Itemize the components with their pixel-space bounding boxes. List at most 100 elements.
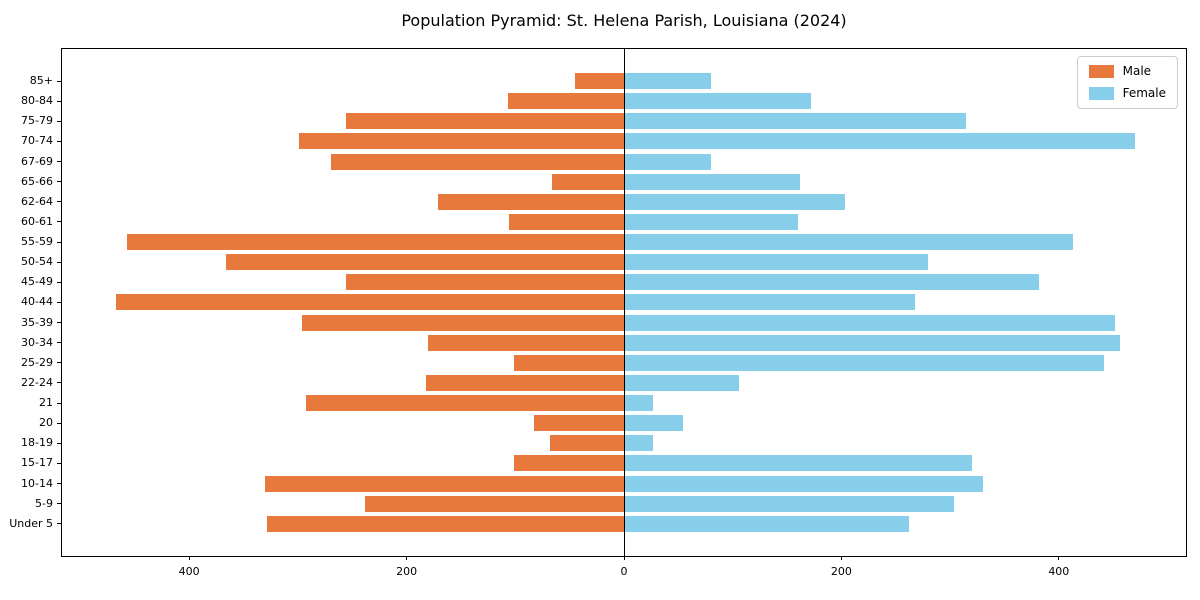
female-half	[624, 313, 1186, 333]
age-label: 30-34	[21, 335, 53, 349]
male-half	[62, 413, 624, 433]
female-bar	[624, 193, 845, 210]
male-bar	[508, 213, 624, 230]
female-bar	[624, 435, 654, 452]
female-bar	[624, 294, 916, 311]
y-tick-mark	[57, 261, 61, 263]
age-row: 60-61	[21, 212, 1186, 232]
legend: Male Female	[1076, 56, 1178, 109]
female-bar	[624, 374, 740, 391]
y-tick-mark	[57, 402, 61, 404]
female-bar	[624, 314, 1116, 331]
x-tick-mark	[188, 556, 190, 560]
female-half	[624, 111, 1186, 131]
female-bar	[624, 234, 1073, 251]
legend-label-male: Male	[1122, 64, 1152, 78]
female-bar	[624, 395, 654, 412]
male-half	[62, 131, 624, 151]
male-half	[62, 71, 624, 91]
legend-swatch-female-icon	[1088, 87, 1114, 100]
male-bar	[305, 395, 624, 412]
y-tick-mark	[57, 281, 61, 283]
x-tick-label: 200	[830, 565, 852, 578]
chart-title: Population Pyramid: St. Helena Parish, L…	[401, 11, 847, 30]
male-half	[62, 313, 624, 333]
female-bar	[624, 455, 972, 472]
age-label: 80-84	[21, 94, 53, 108]
age-row: 30-34	[21, 333, 1186, 353]
y-tick-mark	[57, 503, 61, 505]
female-half	[624, 131, 1186, 151]
female-half	[624, 91, 1186, 111]
female-half	[624, 252, 1186, 272]
female-bar	[624, 173, 801, 190]
legend-item-male: Male	[1088, 64, 1166, 78]
age-label: 25-29	[21, 355, 53, 369]
x-tick-mark	[623, 556, 625, 560]
age-row: 85+	[30, 71, 1186, 91]
male-half	[62, 494, 624, 514]
male-half	[62, 272, 624, 292]
female-half	[624, 373, 1186, 393]
age-row: 25-29	[21, 353, 1186, 373]
female-bar	[624, 515, 909, 532]
age-label: 35-39	[21, 315, 53, 329]
age-row: 40-44	[21, 292, 1186, 312]
y-tick-mark	[57, 483, 61, 485]
y-tick-mark	[57, 462, 61, 464]
y-tick-mark	[57, 120, 61, 122]
female-half	[624, 353, 1186, 373]
male-half	[62, 353, 624, 373]
age-label: 10-14	[21, 476, 53, 490]
male-bar	[127, 234, 624, 251]
y-tick-mark	[57, 221, 61, 223]
male-half	[62, 232, 624, 252]
age-label: 18-19	[21, 436, 53, 450]
female-half	[624, 192, 1186, 212]
age-row: 80-84	[21, 91, 1186, 111]
female-bar	[624, 213, 798, 230]
age-label: 55-59	[21, 235, 53, 249]
male-bar	[116, 294, 624, 311]
male-bar	[550, 435, 624, 452]
x-tick-mark	[406, 556, 408, 560]
y-tick-mark	[57, 100, 61, 102]
y-tick-mark	[57, 422, 61, 424]
female-half	[624, 453, 1186, 473]
male-bar	[345, 274, 624, 291]
age-label: 60-61	[21, 214, 53, 228]
male-bar	[514, 455, 624, 472]
female-half	[624, 172, 1186, 192]
age-label: 75-79	[21, 114, 53, 128]
x-tick-mark	[840, 556, 842, 560]
y-tick-mark	[57, 382, 61, 384]
age-row: 75-79	[21, 111, 1186, 131]
male-bar	[265, 475, 624, 492]
x-axis-ticks: 400 200 0 200 400	[62, 556, 1186, 590]
age-row: 65-66	[21, 172, 1186, 192]
age-label: Under 5	[9, 516, 53, 530]
female-bar	[624, 475, 983, 492]
age-label: 50-54	[21, 255, 53, 269]
age-label: 45-49	[21, 275, 53, 289]
female-bar	[624, 93, 811, 110]
female-bar	[624, 153, 711, 170]
female-half	[624, 393, 1186, 413]
y-tick-mark	[57, 322, 61, 324]
female-bar	[624, 113, 967, 130]
age-row: 15-17	[21, 453, 1186, 473]
female-bar	[624, 254, 929, 271]
y-tick-mark	[57, 301, 61, 303]
zero-axis-line	[623, 49, 625, 556]
female-half	[624, 292, 1186, 312]
male-bar	[267, 515, 624, 532]
age-label: 70-74	[21, 134, 53, 148]
male-half	[62, 192, 624, 212]
y-tick-mark	[57, 442, 61, 444]
legend-item-female: Female	[1088, 86, 1166, 100]
legend-label-female: Female	[1122, 86, 1166, 100]
age-label: 20	[39, 416, 53, 430]
age-row: 50-54	[21, 252, 1186, 272]
age-label: 85+	[29, 74, 53, 88]
